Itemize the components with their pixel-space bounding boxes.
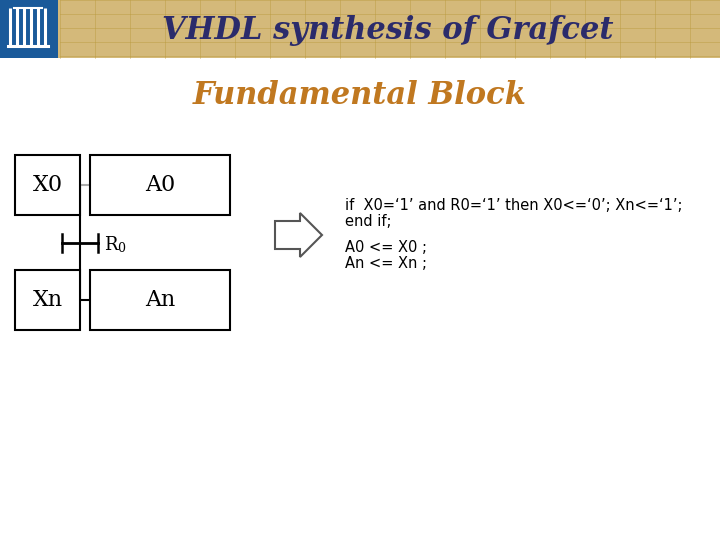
Text: 0: 0 [117, 242, 125, 255]
Text: R: R [104, 235, 117, 253]
Text: A0: A0 [145, 174, 175, 196]
Text: An <= Xn ;: An <= Xn ; [345, 255, 427, 271]
Text: X0: X0 [32, 174, 63, 196]
Bar [0, 0, 720, 58]
Bar [15, 155, 80, 215]
Bar [90, 270, 230, 330]
Polygon shape [275, 213, 322, 257]
Text: An: An [145, 289, 175, 311]
Text: if  X0=‘1’ and R0=‘1’ then X0<=‘0’; Xn<=‘1’;: if X0=‘1’ and R0=‘1’ then X0<=‘0’; Xn<=‘… [345, 198, 683, 213]
Text: A0 <= X0 ;: A0 <= X0 ; [345, 240, 427, 255]
Text: end if;: end if; [345, 214, 392, 230]
Bar [0, 0, 58, 58]
Bar [90, 155, 230, 215]
Text: VHDL synthesis of Grafcet: VHDL synthesis of Grafcet [162, 16, 613, 46]
Text: Fundamental Block: Fundamental Block [193, 79, 527, 111]
Text: Xn: Xn [32, 289, 63, 311]
Bar [15, 270, 80, 330]
